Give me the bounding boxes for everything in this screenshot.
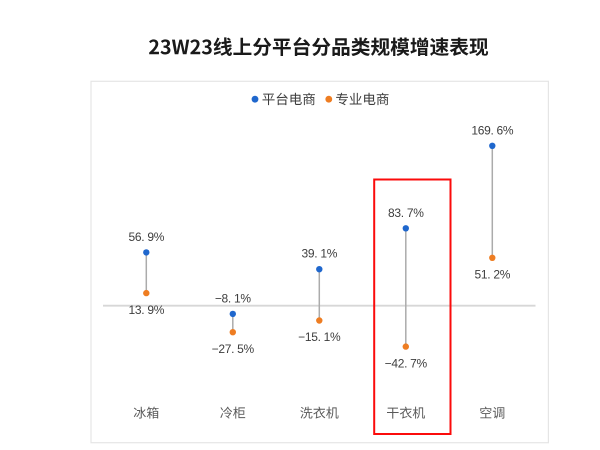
svg-text:−15. 1%: −15. 1%: [298, 330, 341, 344]
svg-text:83. 7%: 83. 7%: [388, 206, 424, 220]
svg-text:39. 1%: 39. 1%: [302, 247, 338, 261]
svg-text:169. 6%: 169. 6%: [471, 123, 514, 137]
svg-text:−27. 5%: −27. 5%: [212, 342, 255, 356]
svg-text:51. 2%: 51. 2%: [475, 268, 511, 282]
svg-text:56. 9%: 56. 9%: [129, 230, 165, 244]
svg-text:13. 9%: 13. 9%: [129, 303, 165, 317]
svg-text:−42. 7%: −42. 7%: [385, 356, 428, 370]
svg-text:−8. 1%: −8. 1%: [215, 291, 252, 305]
